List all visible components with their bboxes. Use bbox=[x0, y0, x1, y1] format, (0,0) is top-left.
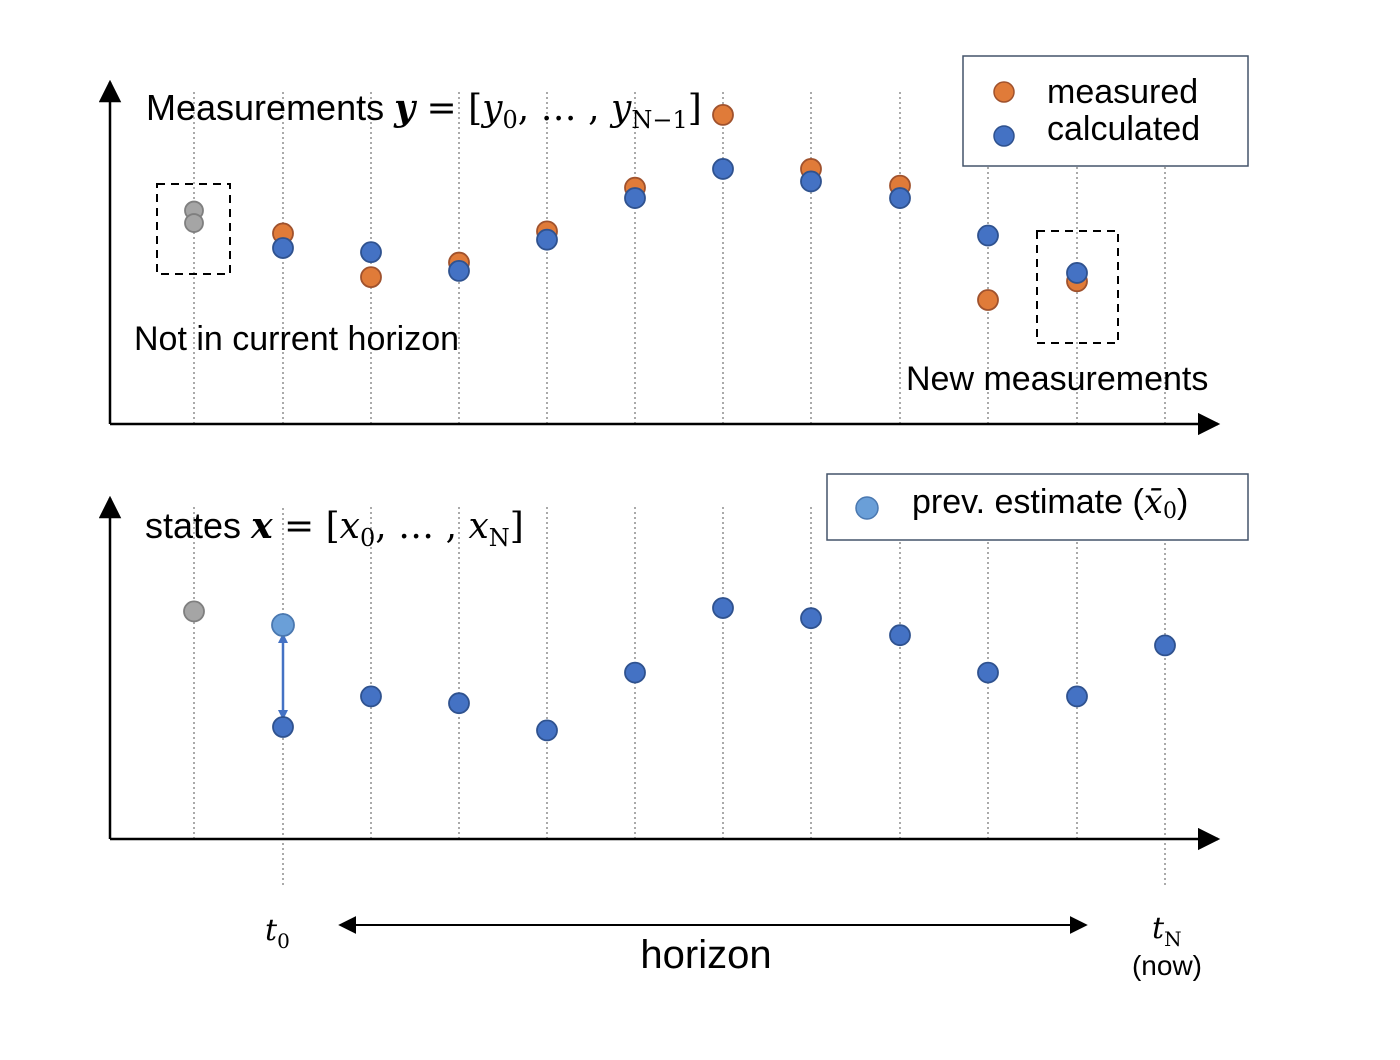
bottom-panel-title: states x = [x0, … , xN] bbox=[145, 505, 524, 552]
top-panel-title: Measurements y = [y0, … , yN−1] bbox=[146, 87, 702, 134]
state-series bbox=[272, 597, 1176, 742]
calculated-point bbox=[448, 259, 470, 282]
calculated-point bbox=[272, 237, 294, 259]
measured-point bbox=[712, 103, 734, 126]
old-state-point bbox=[183, 600, 205, 623]
now-label: (now) bbox=[1132, 950, 1202, 981]
top-legend: measured calculated bbox=[962, 55, 1249, 167]
calculated-point bbox=[360, 241, 382, 264]
state-point bbox=[889, 624, 911, 647]
state-point bbox=[448, 692, 470, 715]
state-point bbox=[272, 716, 294, 738]
calculated-point bbox=[1066, 262, 1088, 284]
bottom-legend: prev. estimate (x̄0) bbox=[826, 473, 1249, 541]
legend-calculated-label: calculated bbox=[1047, 110, 1200, 148]
legend-prev-estimate-label: prev. estimate (x̄0) bbox=[912, 482, 1188, 524]
legend-measured-marker bbox=[993, 81, 1015, 103]
state-point bbox=[977, 661, 999, 684]
prev-estimate-marker bbox=[271, 613, 295, 637]
calculated-point bbox=[712, 158, 734, 180]
old-calculated-point bbox=[184, 213, 204, 233]
old-measurement-box bbox=[156, 183, 231, 275]
bottom-grid-lines bbox=[193, 505, 1166, 885]
new-measurement-box bbox=[1036, 230, 1119, 344]
calculated-point bbox=[536, 228, 558, 251]
calculated-point bbox=[800, 170, 822, 193]
prev-estimate-point bbox=[271, 613, 295, 637]
tN-label: tN bbox=[1152, 911, 1182, 951]
bottom-old-point bbox=[183, 600, 205, 623]
legend-measured-label: measured bbox=[1047, 73, 1198, 111]
calculated-point bbox=[977, 224, 999, 247]
state-point bbox=[1066, 685, 1088, 708]
legend-calculated-marker bbox=[993, 125, 1015, 147]
state-point bbox=[360, 685, 382, 708]
calculated-point bbox=[624, 187, 646, 209]
legend-prev-estimate-marker bbox=[855, 496, 879, 520]
state-point bbox=[800, 607, 822, 630]
calculated-point bbox=[889, 187, 911, 209]
state-point bbox=[1154, 634, 1176, 657]
t0-label: t0 bbox=[265, 913, 290, 953]
state-point bbox=[624, 661, 646, 684]
measured-point bbox=[977, 289, 999, 311]
state-point bbox=[536, 719, 558, 742]
not-in-horizon-note: Not in current horizon bbox=[134, 320, 459, 358]
measured-point bbox=[360, 266, 382, 289]
state-point bbox=[712, 597, 734, 619]
new-measurements-note: New measurements bbox=[906, 360, 1208, 398]
calculated-series bbox=[272, 158, 1088, 284]
horizon-label: horizon bbox=[640, 933, 771, 977]
top-old-points bbox=[184, 200, 204, 233]
